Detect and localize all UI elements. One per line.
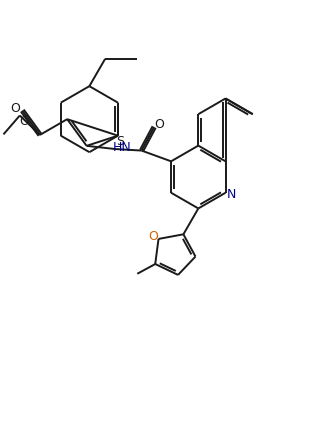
- Text: O: O: [154, 118, 164, 131]
- Text: N: N: [227, 188, 236, 201]
- Text: HN: HN: [113, 141, 131, 154]
- Text: S: S: [116, 135, 125, 148]
- Text: O: O: [20, 115, 29, 128]
- Text: O: O: [148, 230, 158, 243]
- Text: O: O: [10, 102, 20, 115]
